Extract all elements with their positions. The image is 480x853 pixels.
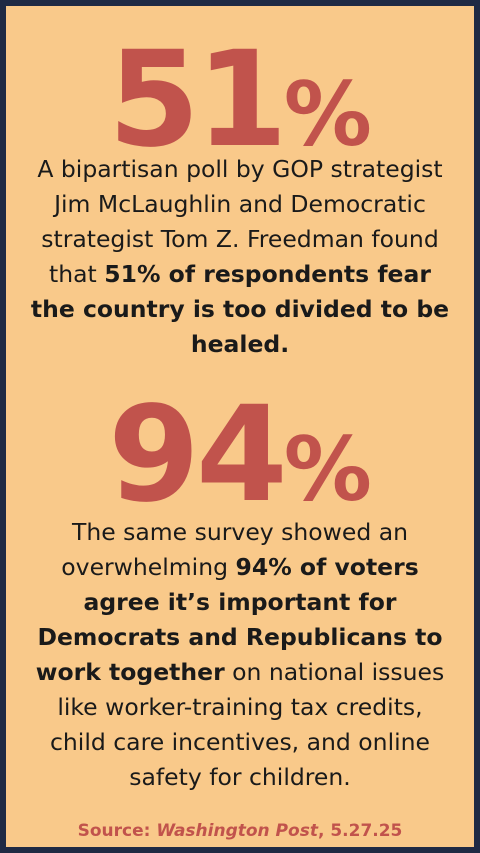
source-citation: Source: Washington Post, 5.27.25: [6, 821, 474, 841]
poll-description: A bipartisan poll by GOP strategist Jim …: [28, 152, 452, 362]
percent-sign: %: [283, 63, 372, 166]
stat-number: 94: [108, 378, 288, 532]
poll-text: A bipartisan poll by GOP strategist Jim …: [37, 155, 443, 288]
survey-description: The same survey showed an overwhelming 9…: [28, 515, 452, 795]
source-label: Source:: [77, 821, 157, 841]
survey-highlight: 94% of voters agree it’s important for D…: [35, 553, 443, 686]
survey-text-end: on national issues like worker-training …: [49, 658, 445, 791]
stat-94-percent: 94%: [6, 389, 474, 521]
survey-text: The same survey showed an overwhelming: [61, 518, 409, 581]
infographic-card: 51% A bipartisan poll by GOP strategist …: [6, 6, 474, 847]
source-publication: Washington Post: [156, 821, 318, 841]
stat-number: 51: [108, 23, 288, 177]
poll-highlight: 51% of respondents fear the country is t…: [30, 260, 450, 358]
stat-51-percent: 51%: [6, 34, 474, 166]
percent-sign: %: [283, 418, 372, 521]
source-date: , 5.27.25: [317, 821, 403, 841]
